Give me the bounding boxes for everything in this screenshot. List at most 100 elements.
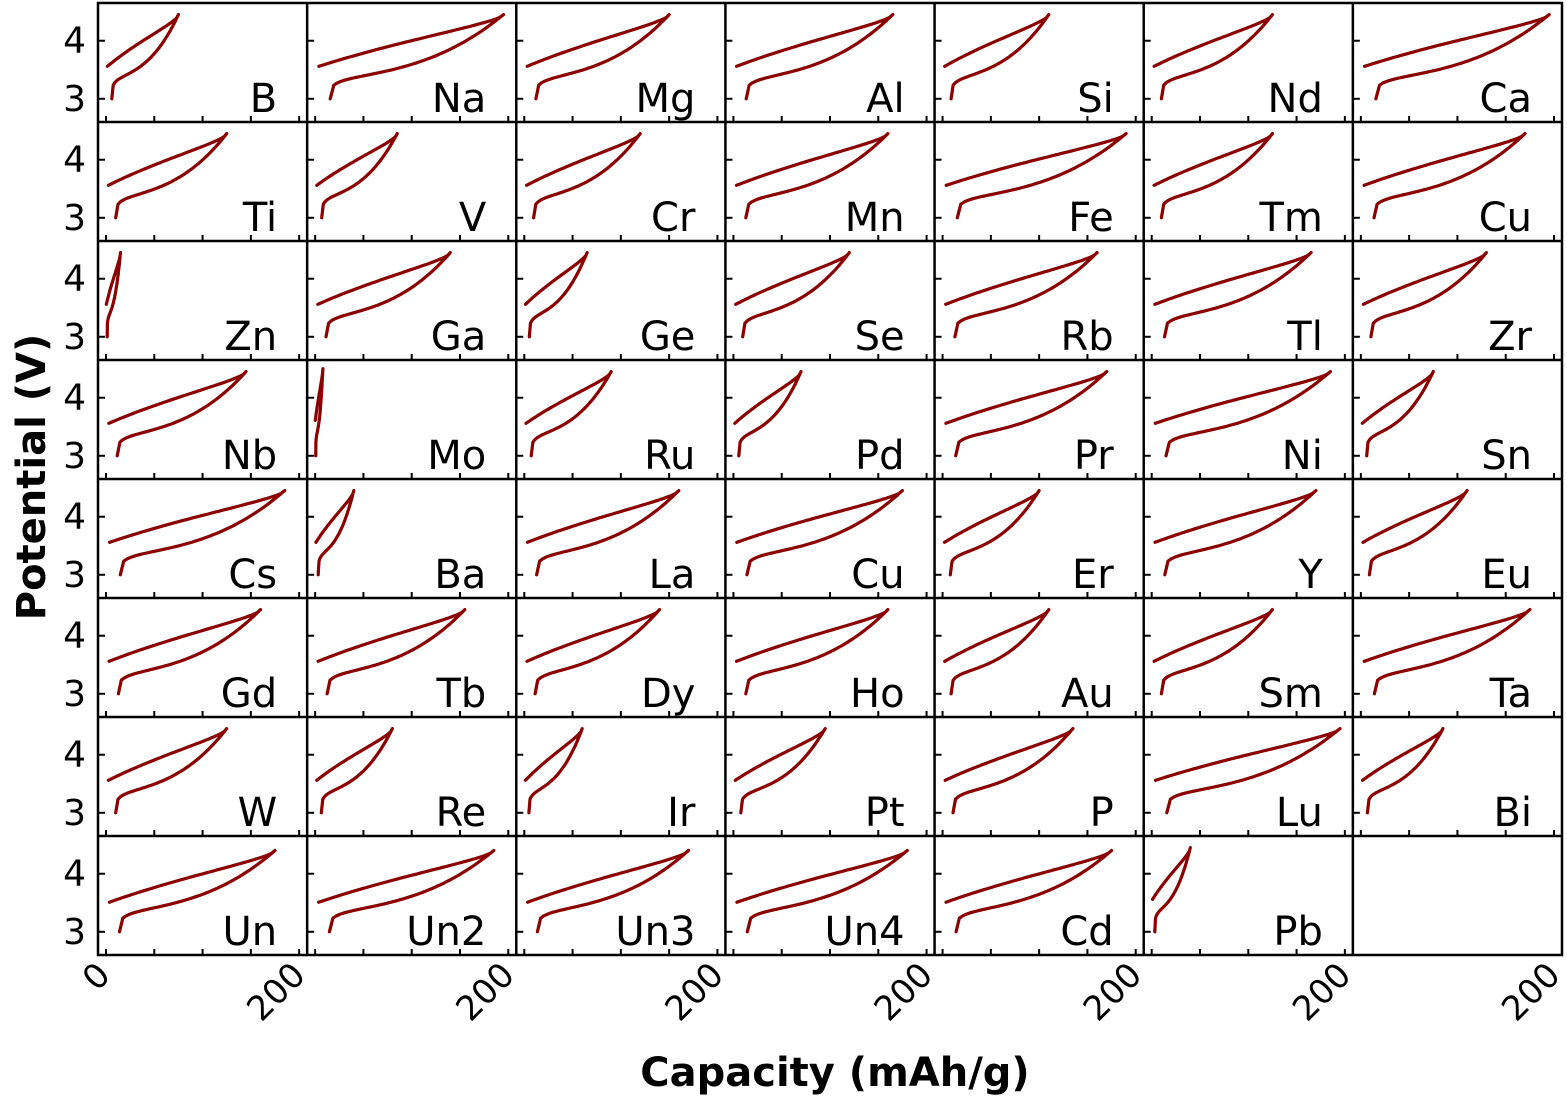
panel-label-zr: Zr [1488,314,1532,360]
panel-label-zn: Zn [224,314,277,360]
panel-label-sm: Sm [1258,671,1322,717]
series-line-w [106,727,229,815]
panel-label-se: Se [855,314,905,360]
panel-label-bi: Bi [1493,790,1532,836]
panel-label-nb: Nb [222,433,277,479]
panel-label-cu: Cu [1479,195,1532,241]
panel-label-pt: Pt [865,790,905,836]
series-line-ho [734,608,890,696]
panel-label-tm: Tm [1258,195,1322,241]
series-line-pb [1150,846,1192,934]
series-line-ta [1362,608,1532,696]
y-tick-label: 3 [63,198,86,239]
x-tick-label: 200 [448,955,522,1029]
y-axis-title: Potential (V) [9,334,55,621]
panel-label-ru: Ru [644,433,695,479]
series-line-bi [1360,727,1445,815]
series-line-un4 [735,848,909,934]
series-line-fe [944,132,1128,220]
series-line-al [735,13,895,101]
series-line-un [107,848,277,934]
panel-label-p: P [1090,790,1114,836]
series-line-tm [1152,132,1274,220]
panel-label-b: B [250,76,277,122]
panel-label-ti: Ti [242,195,277,241]
panel-label-er: Er [1072,552,1114,598]
panel-label-fe: Fe [1068,195,1113,241]
panel-label-nd: Nd [1268,76,1323,122]
panel-label-si: Si [1077,76,1114,122]
panel-label-na: Na [432,76,486,122]
series-line-lu [1153,727,1342,815]
series-line-rb [944,251,1099,339]
panel-label-ni: Ni [1282,433,1323,479]
x-tick-label: 0 [75,955,119,999]
series-line-la [525,489,681,577]
series-line-ba [314,489,356,577]
panel-label-sn: Sn [1481,433,1532,479]
series-line-ir [523,727,584,815]
panel-label-un4: Un4 [824,909,904,955]
x-axis-title: Capacity (mAh/g) [640,1050,1029,1096]
series-line-cr [525,132,642,220]
y-tick-label: 4 [63,497,86,538]
panel-label-v: V [459,195,487,241]
y-tick-label: 4 [63,735,86,776]
series-line-se [734,251,851,339]
series-line-nd [1152,13,1274,101]
y-tick-label: 4 [63,854,86,895]
y-tick-label: 3 [63,317,86,358]
x-tick-label: 200 [658,955,732,1029]
panel-label-cd: Cd [1060,909,1113,955]
series-line-ge [523,251,589,339]
series-line-pd [733,370,803,458]
panel-label-tb: Tb [435,671,486,717]
series-line-cu [735,489,904,577]
panel-label-lu: Lu [1276,790,1323,836]
series-line-re [315,727,394,815]
panel-label-ho: Ho [850,671,905,717]
series-line-mo [313,367,325,458]
y-tick-label: 4 [63,140,86,181]
series-line-si [943,13,1051,101]
series-line-pt [733,727,827,815]
series-line-cd [944,848,1114,934]
panel-label-al: Al [866,76,904,122]
panel-label-w: W [238,790,278,836]
series-line-un2 [317,848,496,934]
panel-label-un2: Un2 [406,909,486,955]
y-tick-label: 4 [63,616,86,657]
x-tick-label: 200 [1494,955,1567,1029]
series-line-tl [1153,251,1313,339]
panel-label-cu: Cu [851,552,904,598]
series-line-b [105,13,180,101]
series-line-zn [104,251,123,339]
plot-area: B 4 3 Na Mg Al Si Nd Ca Ti 4 3 V Cr Mn Fe Tm Cu Zn 4 3 Ga Ge Se… [63,1,1567,1029]
panel-label-dy: Dy [641,671,695,717]
panel-label-rb: Rb [1061,314,1114,360]
y-tick-label: 4 [63,259,86,300]
x-tick-label: 200 [1285,955,1359,1029]
series-line-mn [734,132,890,220]
y-tick-label: 3 [63,555,86,596]
panel-label-cs: Cs [228,552,277,598]
panel-label-ge: Ge [640,314,696,360]
panel-label-mn: Mn [845,195,905,241]
x-tick-label: 200 [1076,955,1150,1029]
series-line-p [943,727,1075,815]
panel-label-pd: Pd [855,433,905,479]
series-line-sn [1360,370,1435,458]
series-line-ti [106,132,229,220]
series-line-ga [316,251,452,339]
y-tick-label: 4 [63,378,86,419]
series-line-ca [1363,13,1551,101]
series-line-er [942,489,1041,577]
series-line-dy [525,608,662,696]
panel-label-un3: Un3 [615,909,695,955]
panel-label-cr: Cr [651,195,696,241]
panel-label-un: Un [223,909,278,955]
y-tick-label: 3 [63,436,86,477]
panel-label-ta: Ta [1489,671,1532,717]
series-line-y [1153,489,1318,577]
series-line-ru [524,370,613,458]
